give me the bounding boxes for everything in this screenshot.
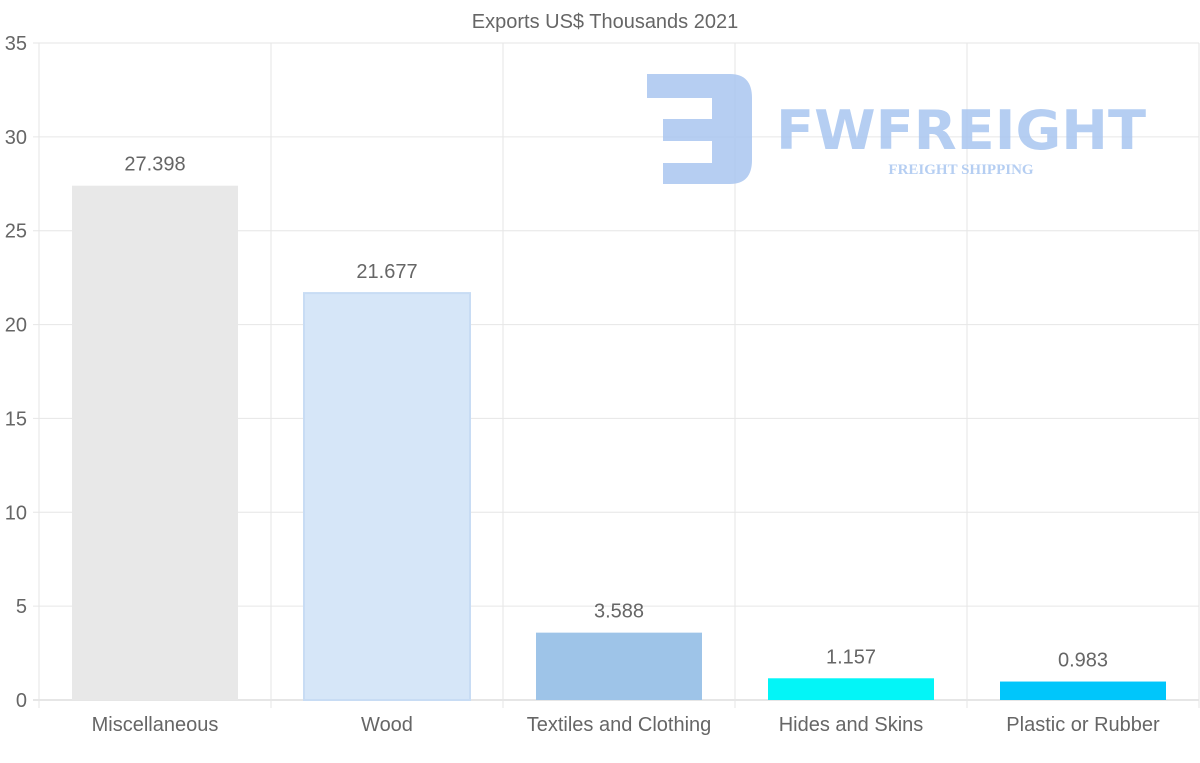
data-label: 27.398 bbox=[124, 154, 185, 176]
x-tick-label: Plastic or Rubber bbox=[1006, 714, 1160, 736]
y-tick-label: 5 bbox=[16, 596, 27, 618]
data-label: 3.588 bbox=[594, 601, 644, 623]
bar-plastic-or-rubber bbox=[1000, 681, 1166, 700]
x-tick-label: Hides and Skins bbox=[779, 714, 924, 736]
bar-textiles-and-clothing bbox=[536, 632, 702, 700]
logo-brand-text: FWFREIGHT bbox=[776, 99, 1146, 162]
y-tick-label: 20 bbox=[5, 315, 27, 337]
y-tick-label: 25 bbox=[5, 221, 27, 243]
bar-hides-and-skins bbox=[768, 678, 934, 700]
logo-mark-icon bbox=[647, 74, 752, 184]
y-tick-label: 0 bbox=[16, 690, 27, 712]
data-label: 1.157 bbox=[826, 646, 876, 668]
y-tick-label: 35 bbox=[5, 33, 27, 55]
y-tick-label: 30 bbox=[5, 127, 27, 149]
logo-tagline-text: FREIGHT SHIPPING bbox=[888, 162, 1033, 178]
data-label: 0.983 bbox=[1058, 650, 1108, 672]
x-tick-label: Miscellaneous bbox=[92, 714, 219, 736]
x-tick-label: Textiles and Clothing bbox=[527, 714, 712, 736]
y-tick-label: 10 bbox=[5, 502, 27, 524]
data-label: 21.677 bbox=[356, 261, 417, 283]
fwfreight-watermark-logo: FWFREIGHT FREIGHT SHIPPING bbox=[647, 74, 1146, 184]
x-tick-label: Wood bbox=[361, 714, 413, 736]
chart-title: Exports US$ Thousands 2021 bbox=[472, 11, 738, 33]
y-tick-label: 15 bbox=[5, 408, 27, 430]
bar-miscellaneous bbox=[72, 185, 238, 701]
bar-wood bbox=[303, 292, 471, 701]
